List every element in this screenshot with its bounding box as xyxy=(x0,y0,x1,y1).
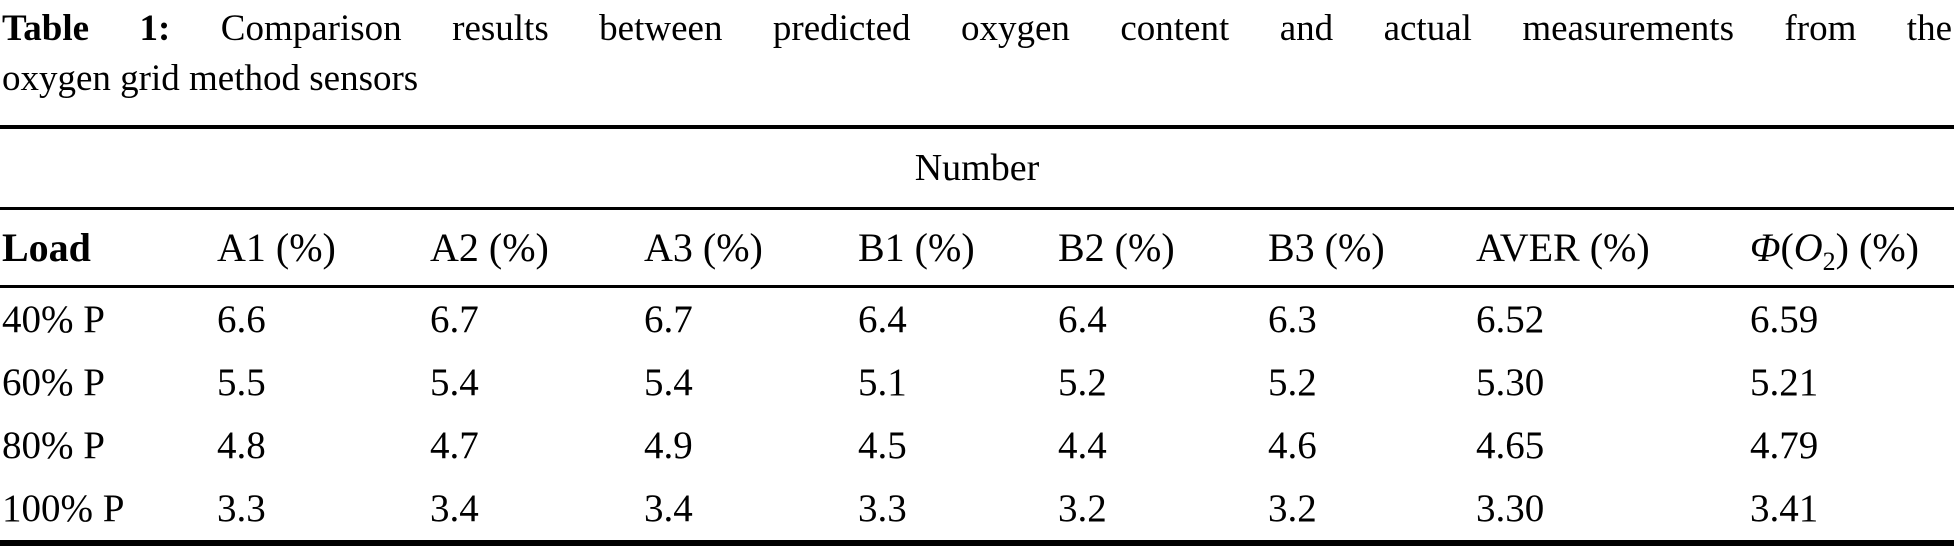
cell-a2: 3.4 xyxy=(430,487,479,530)
cell-b2: 4.4 xyxy=(1058,424,1107,467)
phi-open-paren: ( xyxy=(1780,225,1794,270)
column-header-b1: B1 (%) xyxy=(858,225,975,270)
column-header-aver: AVER (%) xyxy=(1476,225,1650,270)
cell-load: 60% P xyxy=(2,361,105,404)
caption-line-2: oxygen grid method sensors xyxy=(2,58,419,99)
cell-load: 40% P xyxy=(2,298,105,341)
table-row-60p: 60% P 5.5 5.4 5.4 5.1 5.2 5.2 5.30 5.21 xyxy=(0,351,1954,414)
cell-phi: 6.59 xyxy=(1750,298,1819,341)
rule-below-group-header xyxy=(0,207,1954,210)
column-header-a3: A3 (%) xyxy=(644,225,763,270)
column-header-b3: B3 (%) xyxy=(1268,225,1385,270)
phi-symbol: Φ xyxy=(1750,225,1781,270)
phi-unit: (%) xyxy=(1849,225,1919,270)
caption-text-line1: Comparison results between predicted oxy… xyxy=(220,8,1953,49)
table-row-40p: 40% P 6.6 6.7 6.7 6.4 6.4 6.3 6.52 6.59 xyxy=(0,288,1954,351)
cell-a1: 5.5 xyxy=(217,361,266,404)
cell-aver: 6.52 xyxy=(1476,298,1545,341)
cell-b1: 5.1 xyxy=(858,361,907,404)
column-header-phi-o2: Φ(O2) (%) xyxy=(1748,224,1954,271)
cell-b3: 6.3 xyxy=(1268,298,1317,341)
cell-aver: 5.30 xyxy=(1476,361,1545,404)
group-header-row: Number xyxy=(0,129,1954,207)
cell-a3: 5.4 xyxy=(644,361,693,404)
cell-b1: 3.3 xyxy=(858,487,907,530)
cell-a1: 4.8 xyxy=(217,424,266,467)
cell-a2: 5.4 xyxy=(430,361,479,404)
cell-a1: 3.3 xyxy=(217,487,266,530)
cell-b2: 3.2 xyxy=(1058,487,1107,530)
cell-b3: 3.2 xyxy=(1268,487,1317,530)
cell-phi: 3.41 xyxy=(1750,487,1819,530)
column-header-row: Load A1 (%) A2 (%) A3 (%) B1 (%) B2 (%) … xyxy=(0,210,1954,285)
oxygen-subscript: 2 xyxy=(1822,247,1836,272)
group-header-number: Number xyxy=(914,147,1040,189)
column-header-load: Load xyxy=(2,225,91,270)
cell-a2: 6.7 xyxy=(430,298,479,341)
cell-a2: 4.7 xyxy=(430,424,479,467)
caption-label: Table 1: xyxy=(2,8,171,49)
table-caption: Table 1: Comparison results between pred… xyxy=(0,0,1954,104)
cell-load: 80% P xyxy=(2,424,105,467)
caption-line-1: Table 1: Comparison results between pred… xyxy=(2,4,1952,54)
cell-phi: 4.79 xyxy=(1750,424,1819,467)
cell-b3: 4.6 xyxy=(1268,424,1317,467)
column-header-b2: B2 (%) xyxy=(1058,225,1175,270)
cell-aver: 4.65 xyxy=(1476,424,1545,467)
rule-below-column-headers xyxy=(0,285,1954,288)
cell-a1: 6.6 xyxy=(217,298,266,341)
cell-b1: 6.4 xyxy=(858,298,907,341)
table-row-100p: 100% P 3.3 3.4 3.4 3.3 3.2 3.2 3.30 3.41 xyxy=(0,477,1954,540)
cell-b3: 5.2 xyxy=(1268,361,1317,404)
oxygen-symbol: O xyxy=(1793,225,1823,270)
table-top-rule xyxy=(0,125,1954,129)
cell-b2: 6.4 xyxy=(1058,298,1107,341)
cell-load: 100% P xyxy=(2,487,125,530)
cell-a3: 4.9 xyxy=(644,424,693,467)
cell-b2: 5.2 xyxy=(1058,361,1107,404)
column-header-a1: A1 (%) xyxy=(217,225,336,270)
cell-a3: 6.7 xyxy=(644,298,693,341)
column-header-a2: A2 (%) xyxy=(430,225,549,270)
cell-a3: 3.4 xyxy=(644,487,693,530)
table-row-80p: 80% P 4.8 4.7 4.9 4.5 4.4 4.6 4.65 4.79 xyxy=(0,414,1954,477)
cell-aver: 3.30 xyxy=(1476,487,1545,530)
table-bottom-rule xyxy=(0,540,1954,546)
cell-phi: 5.21 xyxy=(1750,361,1819,404)
phi-close-paren: ) xyxy=(1835,225,1849,270)
cell-b1: 4.5 xyxy=(858,424,907,467)
